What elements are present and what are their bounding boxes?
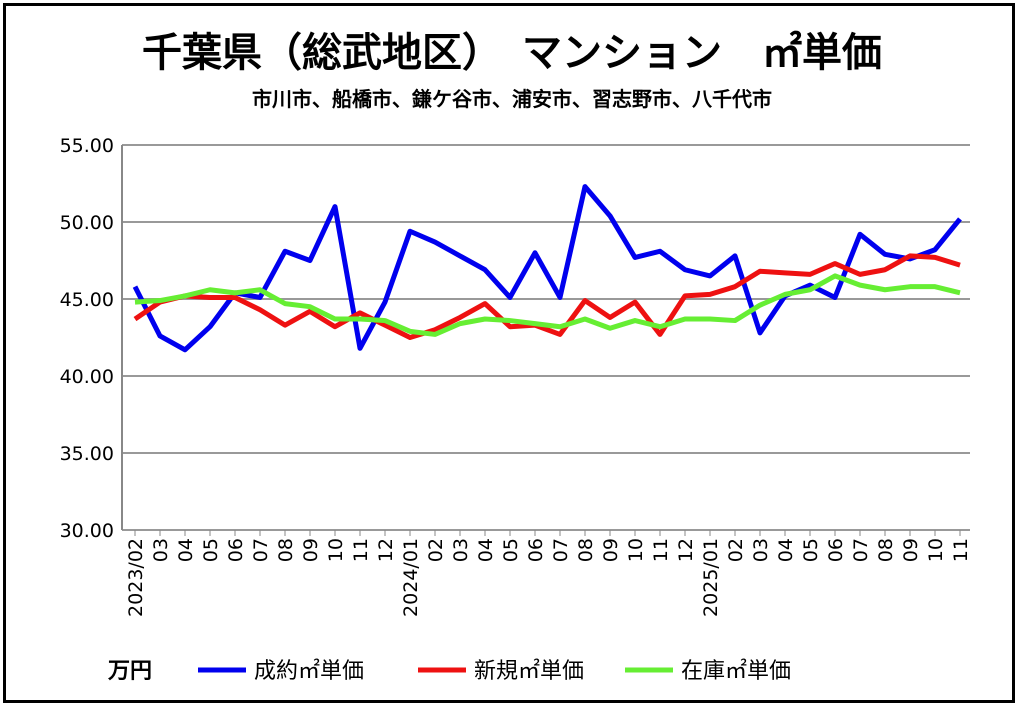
x-tick-label: 08 [275, 538, 297, 562]
chart-frame [3, 3, 1015, 703]
x-tick-label: 04 [775, 538, 797, 562]
legend-label: 成約㎡単価 [254, 658, 364, 684]
x-tick-label: 2023/02 [125, 538, 147, 617]
x-tick-label: 02 [725, 538, 747, 562]
x-tick-label: 05 [500, 538, 522, 562]
x-tick-label: 04 [475, 538, 497, 562]
legend-label: 在庫㎡単価 [681, 658, 791, 684]
x-tick-label: 03 [450, 538, 472, 562]
x-tick-label: 2024/01 [400, 538, 422, 617]
chart-subtitle: 市川市、船橋市、鎌ケ谷市、浦安市、習志野市、八千代市 [252, 87, 772, 111]
x-tick-label: 06 [825, 538, 847, 562]
x-tick-label: 12 [675, 538, 697, 562]
legend-label: 新規㎡単価 [474, 658, 584, 684]
x-tick-label: 11 [650, 538, 672, 562]
series-line-0 [132, 184, 962, 353]
x-tick-label: 08 [575, 538, 597, 562]
x-tick-label: 06 [225, 538, 247, 562]
x-tick-label: 10 [625, 538, 647, 562]
x-tick-label: 05 [800, 538, 822, 562]
x-tick-label: 09 [900, 538, 922, 562]
x-tick-label: 03 [150, 538, 172, 562]
x-tick-label: 09 [300, 538, 322, 562]
x-tick-label: 08 [875, 538, 897, 562]
x-tick-label: 06 [525, 538, 547, 562]
x-tick-label: 07 [550, 538, 572, 562]
x-tick-label: 03 [750, 538, 772, 562]
x-tick-label: 07 [850, 538, 872, 562]
y-tick-label: 55.00 [60, 135, 114, 157]
x-tick-label: 10 [325, 538, 347, 562]
x-tick-label: 2025/01 [700, 538, 722, 617]
x-tick-label: 11 [350, 538, 372, 562]
series-line-2 [134, 273, 961, 337]
y-tick-label: 45.00 [60, 289, 114, 311]
x-tick-label: 04 [175, 538, 197, 562]
y-tick-label: 50.00 [60, 212, 114, 234]
x-tick-label: 11 [950, 538, 972, 562]
x-tick-label: 02 [425, 538, 447, 562]
x-tick-label: 10 [925, 538, 947, 562]
x-tick-label: 07 [250, 538, 272, 562]
chart-title: 千葉県（総武地区） マンション ㎡単価 [142, 30, 882, 76]
x-tick-label: 09 [600, 538, 622, 562]
x-tick-label: 05 [200, 538, 222, 562]
y-tick-label: 35.00 [60, 443, 114, 465]
x-tick-label: 12 [375, 538, 397, 562]
y-tick-label: 40.00 [60, 366, 114, 388]
series-line-1 [133, 253, 961, 340]
y-tick-label: 30.00 [60, 520, 114, 542]
unit-label: 万円 [107, 659, 152, 684]
